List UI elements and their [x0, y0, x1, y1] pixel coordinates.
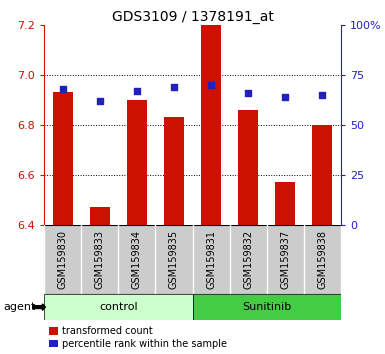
Bar: [201, 25, 221, 225]
Text: GSM159837: GSM159837: [280, 230, 290, 289]
Point: [208, 82, 214, 88]
Bar: [192, 294, 341, 320]
Text: GSM159834: GSM159834: [132, 230, 142, 289]
Bar: [275, 182, 295, 225]
Text: GSM159838: GSM159838: [317, 230, 327, 289]
Text: GSM159835: GSM159835: [169, 230, 179, 289]
Point: [319, 92, 325, 98]
Text: GSM159831: GSM159831: [206, 230, 216, 289]
Point: [60, 86, 66, 92]
Bar: [312, 125, 332, 225]
Bar: [53, 92, 73, 225]
Legend: transformed count, percentile rank within the sample: transformed count, percentile rank withi…: [49, 326, 227, 349]
Bar: [164, 117, 184, 225]
Text: GSM159833: GSM159833: [95, 230, 105, 289]
Point: [171, 84, 177, 90]
Title: GDS3109 / 1378191_at: GDS3109 / 1378191_at: [112, 10, 273, 24]
Point: [245, 90, 251, 96]
Point: [134, 88, 140, 93]
Text: Sunitinib: Sunitinib: [242, 302, 291, 312]
Bar: [90, 207, 110, 225]
Text: agent: agent: [4, 302, 36, 312]
Bar: [238, 110, 258, 225]
Point: [97, 98, 103, 104]
Point: [282, 94, 288, 99]
Bar: [127, 100, 147, 225]
Text: GSM159830: GSM159830: [58, 230, 68, 289]
Text: control: control: [99, 302, 138, 312]
Text: GSM159832: GSM159832: [243, 230, 253, 289]
Bar: [44, 294, 192, 320]
